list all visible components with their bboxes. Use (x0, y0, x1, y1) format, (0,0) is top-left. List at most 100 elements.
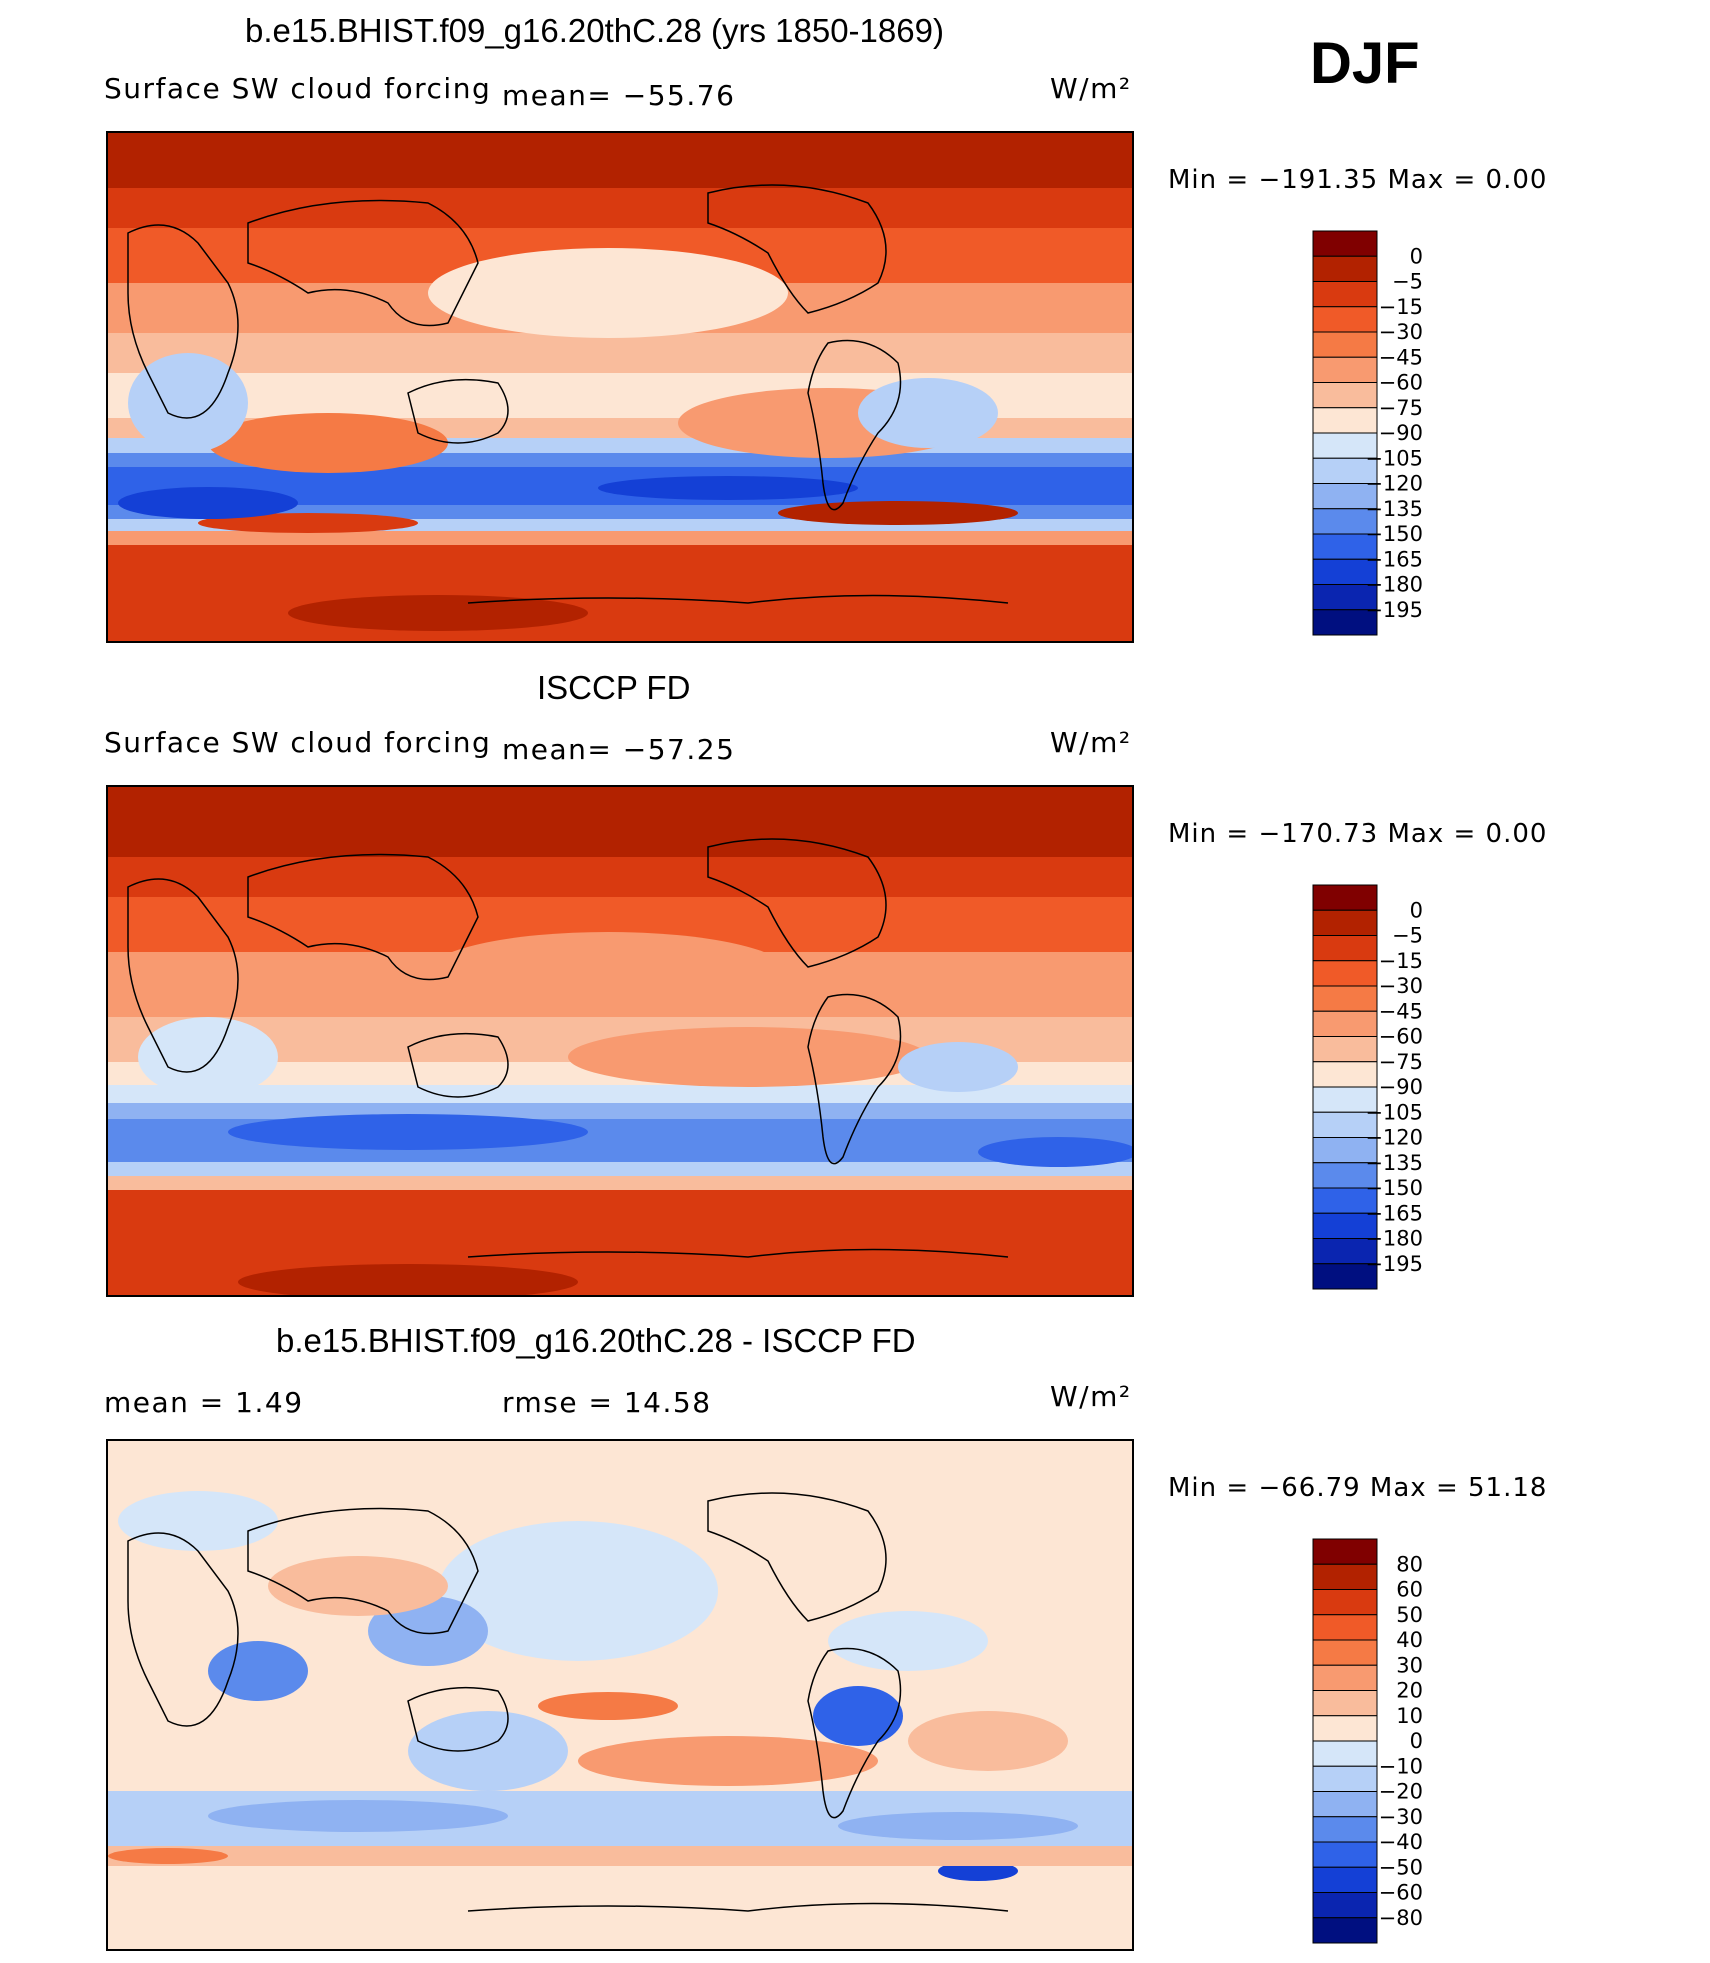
colorbar-swatch (1312, 960, 1378, 987)
panel-model-minmax: Min = −191.35 Max = 0.00 (1168, 165, 1548, 195)
colorbar-level-label: −75 (1379, 396, 1423, 420)
field-patch (118, 1491, 278, 1551)
field-patch (108, 1848, 228, 1864)
colorbar-swatch (1312, 1715, 1378, 1742)
panel-model-mean: mean= −55.76 (502, 79, 736, 112)
colorbar-swatch (1312, 1563, 1378, 1590)
colorbar-level-label: −75 (1379, 1050, 1423, 1074)
field-patch (838, 1812, 1078, 1840)
coastline (127, 1492, 1009, 1912)
colorbar-swatch (1312, 1892, 1378, 1919)
panel-diff-units: W/m² (1050, 1380, 1132, 1413)
colorbar-swatch (1312, 1111, 1378, 1138)
panel-model-map (106, 131, 1134, 643)
field-band (108, 531, 1132, 547)
colorbar-swatch (1312, 1010, 1378, 1037)
colorbar-swatch (1312, 1866, 1378, 1893)
panel-obs-variable: Surface SW cloud forcing (104, 726, 492, 759)
field-patch (288, 595, 588, 631)
colorbar-level-label: −15 (1379, 949, 1423, 973)
field-band (108, 333, 1132, 378)
colorbar-level-label: −195 (1365, 1252, 1423, 1276)
field-patch (208, 413, 448, 473)
colorbar-level-label: −105 (1365, 446, 1423, 470)
field-patch (128, 353, 248, 453)
field-patch (828, 1611, 988, 1671)
panel-obs-mean: mean= −57.25 (502, 733, 736, 766)
colorbar-level-label: 80 (1396, 1552, 1423, 1576)
colorbar-swatch (1312, 508, 1378, 535)
colorbar-level-label: −165 (1365, 547, 1423, 571)
panel-diff-title: b.e15.BHIST.f09_g16.20thC.28 - ISCCP FD (276, 1322, 916, 1359)
colorbar-level-label: 10 (1396, 1704, 1423, 1728)
colorbar-swatch (1312, 1212, 1378, 1239)
colorbar-swatch (1312, 407, 1378, 434)
colorbar-swatch (1312, 1187, 1378, 1214)
panel-diff-rmse: rmse = 14.58 (502, 1386, 712, 1419)
colorbar-swatch (1312, 1690, 1378, 1717)
field-patch (198, 513, 418, 533)
colorbar-level-label: −5 (1392, 270, 1423, 294)
colorbar-level-label: 50 (1396, 1603, 1423, 1627)
colorbar-level-label: −90 (1379, 1075, 1423, 1099)
colorbar-level-label: −135 (1365, 497, 1423, 521)
coastline (127, 184, 1009, 604)
colorbar-swatch (1312, 1740, 1378, 1767)
colorbar-swatch (1312, 884, 1378, 911)
field-patch (118, 487, 298, 519)
field-patch (208, 1641, 308, 1701)
field-patch (898, 1042, 1018, 1092)
colorbar-swatch (1312, 1816, 1378, 1843)
field-patch (238, 1264, 578, 1295)
panel-diff-mean: mean = 1.49 (104, 1386, 304, 1419)
colorbar-swatch (1312, 909, 1378, 936)
coastline (127, 838, 1009, 1258)
field-band (108, 1162, 1132, 1178)
colorbar-level-label: −80 (1379, 1906, 1423, 1930)
colorbar-swatch (1312, 1137, 1378, 1164)
field-patch (908, 1711, 1068, 1771)
field-band (108, 545, 1132, 641)
colorbar-swatch (1312, 1765, 1378, 1792)
colorbar-swatch (1312, 1917, 1378, 1944)
colorbar-swatch (1312, 382, 1378, 409)
colorbar-swatch (1312, 1841, 1378, 1868)
colorbar-level-label: 20 (1396, 1679, 1423, 1703)
colorbar-level-label: −150 (1365, 522, 1423, 546)
colorbar-level-label: 0 (1410, 898, 1423, 922)
colorbar-level-label: 60 (1396, 1578, 1423, 1602)
field-patch (368, 1596, 488, 1666)
colorbar-swatch (1312, 483, 1378, 510)
field-patch (268, 1556, 448, 1616)
colorbar-level-label: −165 (1365, 1201, 1423, 1225)
field-patch (438, 1521, 718, 1661)
colorbar-level-label: −45 (1379, 345, 1423, 369)
panel-model-title: b.e15.BHIST.f09_g16.20thC.28 (yrs 1850-1… (245, 12, 944, 49)
field-band (108, 787, 1132, 857)
colorbar-swatch (1312, 1639, 1378, 1666)
field-patch (778, 501, 1018, 525)
colorbar-level-label: −15 (1379, 295, 1423, 319)
colorbar-level-label: −20 (1379, 1780, 1423, 1804)
colorbar-level-label: −60 (1379, 371, 1423, 395)
colorbar-level-label: −180 (1365, 1227, 1423, 1251)
field-patch (813, 1686, 903, 1746)
colorbar-level-label: −40 (1379, 1830, 1423, 1854)
colorbar-level-label: −120 (1365, 472, 1423, 496)
colorbar-level-label: −30 (1379, 974, 1423, 998)
panel-obs-title: ISCCP FD (537, 669, 691, 706)
colorbar-level-label: −45 (1379, 999, 1423, 1023)
field-patch (428, 932, 788, 1012)
colorbar-level-label: 30 (1396, 1653, 1423, 1677)
colorbar-level-label: 40 (1396, 1628, 1423, 1652)
panel-diff-map (106, 1439, 1134, 1951)
colorbar-swatch (1312, 1061, 1378, 1088)
field-patch (428, 248, 788, 338)
field-patch (598, 476, 858, 500)
panel-model-colorbar: 0 −5 −15 −30 −45 −60 −75 −90 −105 −120 −135 −150 −16… (1312, 230, 1423, 636)
colorbar-level-label: −195 (1365, 598, 1423, 622)
field-patch (978, 1137, 1132, 1167)
colorbar-swatch (1312, 1664, 1378, 1691)
colorbar-swatch (1312, 985, 1378, 1012)
field-patch (578, 1736, 878, 1786)
